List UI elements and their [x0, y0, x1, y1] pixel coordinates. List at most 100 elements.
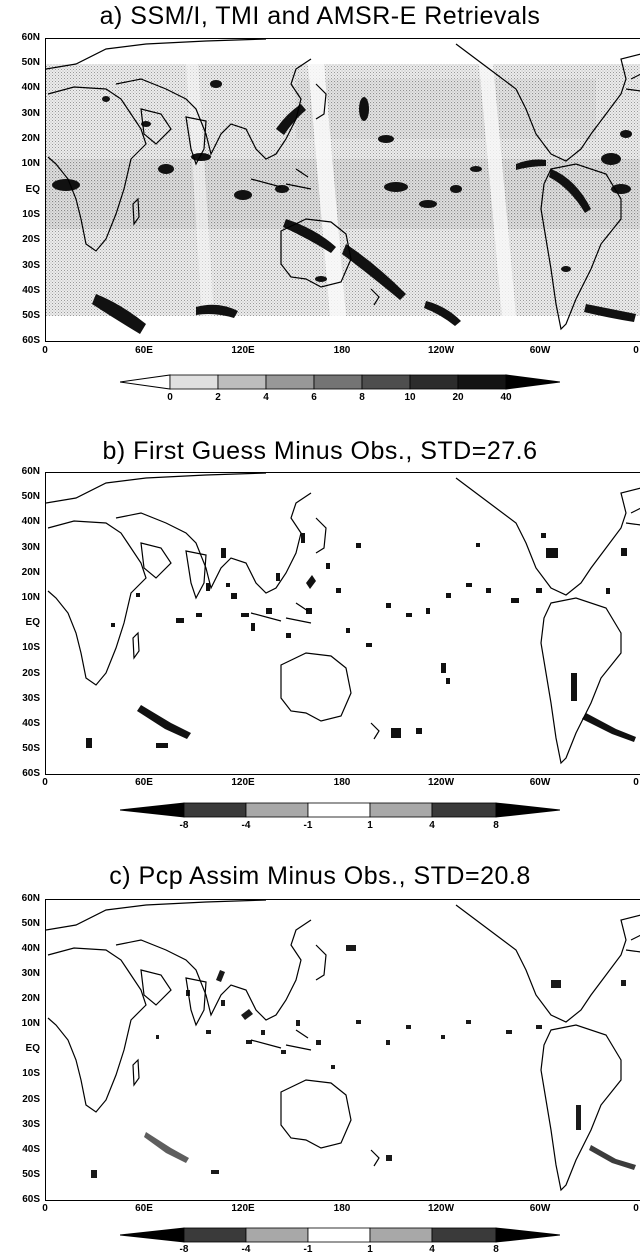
map-canvas — [46, 900, 640, 1192]
lat-label: 30N — [21, 542, 40, 553]
lat-label: 20S — [22, 1094, 40, 1105]
lat-label: 30S — [22, 260, 40, 271]
lat-label: 60S — [22, 768, 40, 779]
lat-label: 60N — [21, 32, 40, 43]
lat-label: 10N — [21, 1018, 40, 1029]
colorbar-label: 8 — [359, 392, 365, 403]
lon-label: 120W — [427, 777, 455, 788]
lat-label: 10S — [22, 642, 40, 653]
lat-label: 40N — [21, 82, 40, 93]
map-canvas — [46, 39, 640, 334]
lon-label: 180 — [333, 777, 351, 788]
colorbar — [120, 374, 560, 390]
lat-label: EQ — [25, 1043, 40, 1054]
lat-label: EQ — [25, 617, 40, 628]
coastlines — [46, 473, 640, 765]
lon-label: 120E — [231, 777, 255, 788]
lat-label: 20N — [21, 133, 40, 144]
lat-label: 30S — [22, 693, 40, 704]
lat-label: 40S — [22, 718, 40, 729]
lon-label: 0 — [633, 345, 639, 356]
colorbar-label: 8 — [493, 820, 499, 831]
colorbar-label: 20 — [452, 392, 464, 403]
lat-label: 50S — [22, 310, 40, 321]
lat-label: 50N — [21, 918, 40, 929]
colorbar-label: -4 — [241, 1244, 251, 1255]
lat-label: 10N — [21, 592, 40, 603]
map-canvas — [46, 473, 640, 765]
lon-label: 180 — [333, 1203, 351, 1214]
lat-label: 20S — [22, 668, 40, 679]
colorbar-label: 1 — [367, 1244, 373, 1255]
colorbar-label: 10 — [404, 392, 416, 403]
lat-label: 50S — [22, 1169, 40, 1180]
lon-label: 0 — [633, 777, 639, 788]
lat-label: 50S — [22, 743, 40, 754]
lat-label: 10S — [22, 1068, 40, 1079]
difference-cells — [86, 533, 636, 748]
lon-label: 120E — [231, 345, 255, 356]
lon-label: 60W — [529, 777, 551, 788]
lat-label: 50N — [21, 491, 40, 502]
lon-label: 120W — [427, 345, 455, 356]
map-plot — [45, 38, 640, 342]
colorbar-label: 8 — [493, 1244, 499, 1255]
lon-label: 60W — [529, 345, 551, 356]
lon-label: 60W — [529, 1203, 551, 1214]
lat-label: 10S — [22, 209, 40, 220]
colorbar-label: 1 — [367, 820, 373, 831]
lat-label: 10N — [21, 158, 40, 169]
colorbar-label: 6 — [311, 392, 317, 403]
panel-title: b) First Guess Minus Obs., STD=27.6 — [102, 437, 538, 465]
colorbar — [120, 1227, 560, 1243]
lat-label: 50N — [21, 57, 40, 68]
lat-label: 60N — [21, 893, 40, 904]
lat-label: 60S — [22, 1194, 40, 1205]
colorbar-label: -1 — [303, 820, 313, 831]
lat-label: 20N — [21, 567, 40, 578]
map-plot — [45, 899, 640, 1201]
lat-label: 30N — [21, 968, 40, 979]
lon-label: 0 — [633, 1203, 639, 1214]
lat-label: 60S — [22, 335, 40, 346]
lat-label: 40N — [21, 943, 40, 954]
lat-label: EQ — [25, 184, 40, 195]
colorbar-label: -8 — [179, 1244, 189, 1255]
lon-label: 0 — [42, 1203, 48, 1214]
colorbar-label: -8 — [179, 820, 189, 831]
map-plot — [45, 472, 640, 775]
colorbar — [120, 802, 560, 818]
lat-label: 60N — [21, 466, 40, 477]
lon-label: 60E — [135, 345, 153, 356]
heavy-precip-cells — [52, 80, 636, 334]
lat-label: 40S — [22, 1144, 40, 1155]
colorbar-label: 4 — [429, 1244, 435, 1255]
panel-c: c) Pcp Assim Minus Obs., STD=20.8 — [0, 860, 640, 1259]
lat-label: 40N — [21, 516, 40, 527]
lat-label: 20S — [22, 234, 40, 245]
coastlines — [46, 39, 640, 331]
lat-label: 30N — [21, 108, 40, 119]
lat-label: 30S — [22, 1119, 40, 1130]
panel-title: a) SSM/I, TMI and AMSR-E Retrievals — [99, 2, 541, 30]
lon-label: 60E — [135, 1203, 153, 1214]
lon-label: 180 — [333, 345, 351, 356]
panel-a: a) SSM/I, TMI and AMSR-E Retrievals — [0, 0, 640, 420]
lon-label: 120E — [231, 1203, 255, 1214]
panel-b: b) First Guess Minus Obs., STD=27.6 — [0, 435, 640, 845]
colorbar-label: -4 — [241, 820, 251, 831]
difference-cells — [91, 945, 636, 1178]
colorbar-label: 0 — [167, 392, 173, 403]
lon-label: 120W — [427, 1203, 455, 1214]
lon-label: 60E — [135, 777, 153, 788]
colorbar-label: -1 — [303, 1244, 313, 1255]
lon-label: 0 — [42, 777, 48, 788]
coastlines — [46, 900, 640, 1192]
lat-label: 20N — [21, 993, 40, 1004]
lon-label: 0 — [42, 345, 48, 356]
colorbar-label: 4 — [263, 392, 269, 403]
colorbar-label: 40 — [500, 392, 512, 403]
panel-title: c) Pcp Assim Minus Obs., STD=20.8 — [109, 862, 531, 890]
lat-label: 40S — [22, 285, 40, 296]
colorbar-label: 4 — [429, 820, 435, 831]
